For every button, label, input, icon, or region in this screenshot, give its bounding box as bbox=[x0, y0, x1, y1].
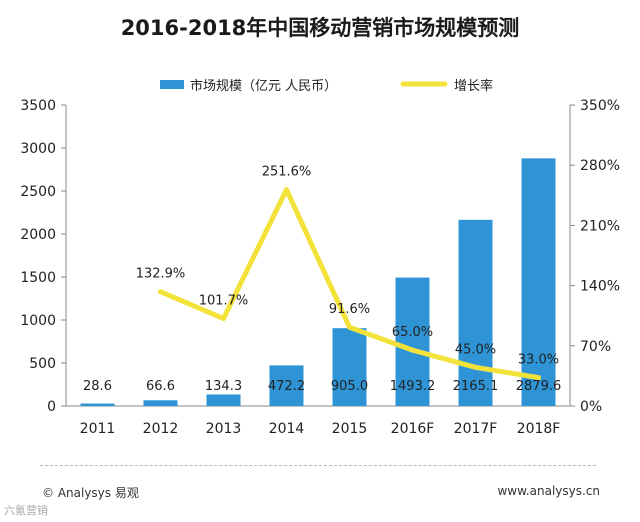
y-tick-label-left: 2000 bbox=[20, 227, 56, 243]
y-tick-label-left: 500 bbox=[29, 356, 56, 372]
bar bbox=[143, 400, 178, 406]
x-tick-label: 2018F bbox=[517, 421, 561, 437]
x-tick-label: 2016F bbox=[391, 421, 435, 437]
y-tick-label-left: 2500 bbox=[20, 184, 56, 200]
legend-swatch-bar bbox=[160, 80, 184, 89]
bar bbox=[332, 328, 367, 406]
bar-value-label: 2165.1 bbox=[453, 379, 499, 394]
footer-source: © Analysys 易观 bbox=[42, 486, 139, 500]
growth-rate-label: 33.0% bbox=[518, 353, 559, 368]
y-tick-label-left: 3500 bbox=[20, 98, 56, 114]
growth-rate-point bbox=[221, 316, 226, 322]
y-tick-label-right: 210% bbox=[580, 218, 620, 234]
growth-rate-point bbox=[158, 289, 163, 295]
bar-value-label: 472.2 bbox=[268, 379, 305, 394]
bar bbox=[269, 365, 304, 406]
bar-value-label: 905.0 bbox=[331, 379, 368, 394]
x-tick-label: 2015 bbox=[332, 421, 368, 437]
footer-url: www.analysys.cn bbox=[497, 484, 600, 498]
y-tick-label-right: 350% bbox=[580, 98, 620, 114]
y-tick-label-right: 0% bbox=[580, 399, 602, 415]
growth-rate-label: 132.9% bbox=[136, 267, 186, 282]
x-tick-label: 2017F bbox=[454, 421, 498, 437]
y-tick-label-right: 70% bbox=[580, 339, 611, 355]
growth-rate-label: 251.6% bbox=[262, 165, 312, 180]
bar bbox=[395, 277, 430, 406]
y-tick-label-left: 1000 bbox=[20, 313, 56, 329]
corner-watermark: 六氪营销 bbox=[4, 504, 48, 517]
footer-divider bbox=[40, 465, 596, 466]
bar-value-label: 66.6 bbox=[146, 379, 175, 394]
growth-rate-label: 45.0% bbox=[455, 342, 496, 357]
bar bbox=[206, 394, 241, 406]
y-tick-label-left: 0 bbox=[47, 399, 56, 415]
legend-label-bar: 市场规模（亿元 人民币） bbox=[190, 78, 337, 94]
chart-title: 2016-2018年中国移动营销市场规模预测 bbox=[120, 16, 520, 40]
bar bbox=[458, 219, 493, 406]
y-tick-label-right: 280% bbox=[580, 158, 620, 174]
legend-label-line: 增长率 bbox=[454, 78, 493, 94]
x-tick-label: 2012 bbox=[143, 421, 179, 437]
bar-value-label: 1493.2 bbox=[390, 379, 436, 394]
growth-rate-point bbox=[410, 347, 415, 353]
growth-rate-label: 65.0% bbox=[392, 325, 433, 340]
growth-rate-point bbox=[473, 364, 478, 370]
growth-rate-point bbox=[284, 187, 289, 193]
y-tick-label-left: 3000 bbox=[20, 141, 56, 157]
y-tick-label-left: 1500 bbox=[20, 270, 56, 286]
bar-value-label: 2879.6 bbox=[516, 379, 562, 394]
growth-rate-point bbox=[536, 375, 541, 381]
growth-rate-label: 91.6% bbox=[329, 302, 370, 317]
y-tick-label-right: 140% bbox=[580, 279, 620, 295]
bar-value-label: 28.6 bbox=[83, 379, 112, 394]
bar bbox=[80, 403, 115, 406]
x-tick-label: 2014 bbox=[269, 421, 305, 437]
growth-rate-label: 101.7% bbox=[199, 294, 249, 309]
growth-rate-point bbox=[347, 324, 352, 330]
bar bbox=[521, 158, 556, 406]
x-tick-label: 2013 bbox=[206, 421, 242, 437]
bar-value-label: 134.3 bbox=[205, 379, 242, 394]
x-tick-label: 2011 bbox=[80, 421, 116, 437]
